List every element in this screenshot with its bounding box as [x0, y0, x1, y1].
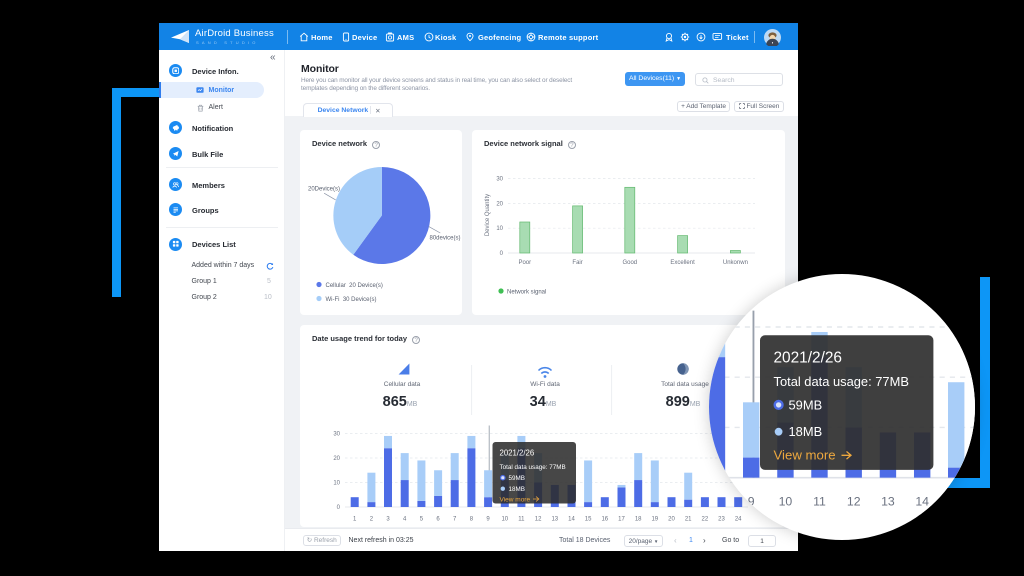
svg-text:17: 17 [618, 517, 625, 523]
svg-text:59MB: 59MB [509, 475, 525, 482]
svg-text:8: 8 [470, 517, 474, 523]
svg-text:7: 7 [453, 517, 457, 523]
svg-text:18: 18 [635, 517, 642, 523]
svg-text:30: 30 [496, 177, 503, 183]
svg-text:1: 1 [353, 517, 357, 523]
svg-text:View more: View more [500, 497, 531, 504]
svg-text:12: 12 [535, 517, 542, 523]
svg-text:Device Quantity: Device Quantity [485, 194, 491, 236]
svg-text:Total data usage: 77MB: Total data usage: 77MB [500, 464, 566, 471]
svg-text:10: 10 [333, 481, 340, 487]
svg-text:11: 11 [518, 517, 525, 523]
svg-text:Network signal: Network signal [507, 290, 546, 296]
svg-text:59MB: 59MB [789, 397, 823, 412]
svg-text:9: 9 [486, 517, 490, 523]
svg-text:20: 20 [496, 201, 503, 207]
svg-text:21: 21 [685, 517, 692, 523]
svg-text:Total data usage: 77MB: Total data usage: 77MB [774, 374, 909, 389]
svg-text:10: 10 [501, 517, 508, 523]
svg-text:30: 30 [333, 432, 340, 438]
svg-text:23: 23 [718, 517, 725, 523]
svg-text:View more: View more [774, 448, 836, 463]
svg-text:Unkonwn: Unkonwn [723, 260, 748, 266]
svg-text:2: 2 [370, 517, 374, 523]
svg-text:2021/2/26: 2021/2/26 [500, 449, 535, 458]
svg-text:15: 15 [585, 517, 592, 523]
svg-text:20Device(s): 20Device(s) [308, 187, 340, 193]
svg-text:18MB: 18MB [789, 424, 823, 439]
svg-text:19: 19 [651, 517, 658, 523]
svg-text:18MB: 18MB [509, 486, 525, 493]
svg-text:5: 5 [420, 517, 424, 523]
svg-text:899MB: 899MB [666, 394, 701, 410]
svg-text:Total data usage: Total data usage [661, 381, 709, 388]
svg-text:Good: Good [622, 260, 637, 266]
svg-text:865MB: 865MB [383, 394, 418, 410]
svg-text:4: 4 [403, 517, 407, 523]
svg-text:Wi-Fi data: Wi-Fi data [530, 381, 560, 388]
svg-text:16: 16 [601, 517, 608, 523]
svg-text:22: 22 [702, 517, 709, 523]
svg-text:14: 14 [568, 517, 575, 523]
svg-text:Fair: Fair [572, 260, 582, 266]
svg-text:2021/2/26: 2021/2/26 [774, 350, 842, 367]
svg-text:10: 10 [496, 226, 503, 232]
svg-text:0: 0 [500, 251, 504, 257]
svg-text:80device(s): 80device(s) [430, 236, 461, 242]
svg-text:3: 3 [386, 517, 390, 523]
svg-text:Cellular 20 Device(s): Cellular 20 Device(s) [326, 283, 383, 289]
svg-text:34MB: 34MB [530, 394, 557, 410]
svg-text:13: 13 [551, 517, 558, 523]
svg-text:Cellular data: Cellular data [384, 381, 421, 388]
svg-text:0: 0 [337, 505, 341, 511]
svg-text:Excellent: Excellent [670, 260, 695, 266]
svg-text:6: 6 [436, 517, 440, 523]
svg-text:24: 24 [735, 517, 742, 523]
svg-text:Poor: Poor [518, 260, 531, 266]
svg-text:Wi-Fi 30 Device(s): Wi-Fi 30 Device(s) [326, 297, 377, 303]
svg-text:20: 20 [668, 517, 675, 523]
svg-text:20: 20 [333, 456, 340, 462]
